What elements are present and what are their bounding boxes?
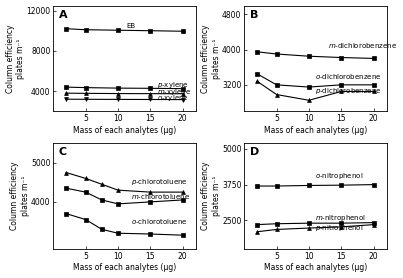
Y-axis label: Column efficiency
plates m⁻¹: Column efficiency plates m⁻¹ (6, 24, 25, 93)
Y-axis label: Column efficiency
plates m⁻¹: Column efficiency plates m⁻¹ (10, 162, 29, 230)
Text: EB: EB (126, 23, 135, 29)
Y-axis label: Column efficiency
plates m⁻¹: Column efficiency plates m⁻¹ (201, 24, 220, 93)
Text: D: D (250, 147, 259, 157)
Text: $\it{o}$-dichlorobenzene: $\it{o}$-dichlorobenzene (316, 72, 382, 81)
Y-axis label: Column efficiency
plates m⁻¹: Column efficiency plates m⁻¹ (201, 162, 220, 230)
Text: $\it{m}$-chlorotoluene: $\it{m}$-chlorotoluene (131, 192, 190, 200)
Text: $\it{p}$-chlorotoluene: $\it{p}$-chlorotoluene (131, 177, 188, 187)
Text: $\it{o}$-chlorotoluene: $\it{o}$-chlorotoluene (131, 217, 187, 226)
Text: $\it{m}$-xylene: $\it{m}$-xylene (157, 86, 191, 96)
Text: A: A (59, 10, 68, 20)
Text: $\it{p}$-nitrophenol: $\it{p}$-nitrophenol (316, 223, 364, 233)
Text: $\it{o}$-xylene: $\it{o}$-xylene (157, 93, 189, 103)
Text: $\it{p}$-dichlorobenzene: $\it{p}$-dichlorobenzene (316, 86, 382, 96)
Text: C: C (59, 147, 67, 157)
Text: $\it{m}$-dichlorobenzene: $\it{m}$-dichlorobenzene (328, 41, 397, 50)
Text: $\it{p}$-xylene: $\it{p}$-xylene (157, 80, 189, 90)
X-axis label: Mass of each analytes (μg): Mass of each analytes (μg) (73, 264, 176, 272)
X-axis label: Mass of each analytes (μg): Mass of each analytes (μg) (264, 264, 367, 272)
Text: B: B (250, 10, 258, 20)
X-axis label: Mass of each analytes (μg): Mass of each analytes (μg) (73, 126, 176, 135)
Text: $\it{m}$-nitrophenol: $\it{m}$-nitrophenol (316, 213, 366, 223)
X-axis label: Mass of each analytes (μg): Mass of each analytes (μg) (264, 126, 367, 135)
Text: $\it{o}$-nitrophenol: $\it{o}$-nitrophenol (316, 171, 364, 181)
